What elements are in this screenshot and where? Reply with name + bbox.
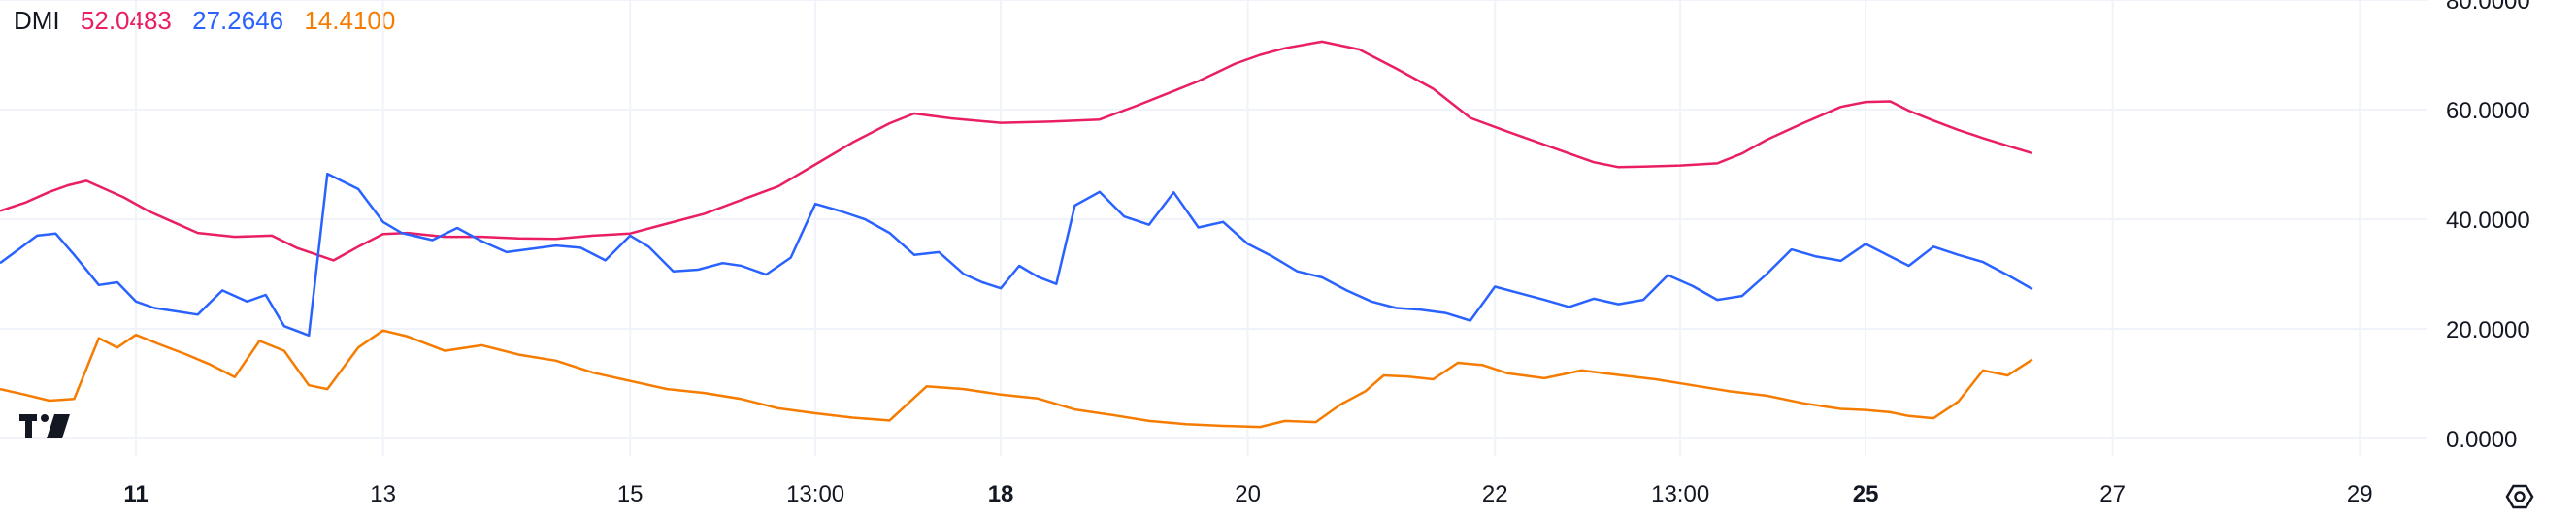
x-tick-label: 13:00	[1651, 481, 1709, 507]
series-line-minus-di[interactable]	[0, 329, 2033, 429]
x-tick-label: 13:00	[786, 481, 844, 507]
tradingview-logo-icon[interactable]	[19, 414, 70, 438]
series-line-dmi[interactable]	[0, 40, 2033, 262]
x-tick-label: 29	[2347, 481, 2373, 507]
x-tick-label: 27	[2099, 481, 2126, 507]
series-layer	[0, 40, 2033, 429]
grid-layer	[0, 0, 2427, 456]
y-tick-label: 0.0000	[2446, 427, 2517, 453]
series-line-plus-di[interactable]	[0, 172, 2033, 338]
minus-di-value: 14.4100	[304, 6, 396, 35]
x-tick-label: 20	[1235, 481, 1261, 507]
y-tick-label: 40.0000	[2446, 208, 2530, 234]
x-tick-label: 15	[617, 481, 644, 507]
x-tick-label: 13	[370, 481, 396, 507]
plus-di-value: 27.2646	[192, 6, 284, 35]
x-tick-label: 11	[123, 481, 148, 507]
x-tick-label: 18	[988, 481, 1014, 507]
x-tick-label: 25	[1853, 481, 1879, 507]
y-tick-label: 20.0000	[2446, 317, 2530, 343]
dmi-value: 52.0483	[80, 6, 172, 35]
x-axis: 11 13 15 13:00 18 20 22 13:00 25 27 29	[123, 481, 2372, 507]
indicator-name[interactable]: DMI	[14, 6, 60, 35]
indicator-legend: DMI 52.0483 27.2646 14.4100	[14, 6, 409, 36]
x-tick-label: 22	[1482, 481, 1508, 507]
y-tick-label: 60.0000	[2446, 98, 2530, 124]
y-axis: 0.0000 20.0000 40.0000 60.0000 80.0000	[2446, 0, 2530, 453]
settings-gear-icon[interactable]	[2505, 484, 2534, 509]
y-tick-label: 80.0000	[2446, 0, 2530, 15]
